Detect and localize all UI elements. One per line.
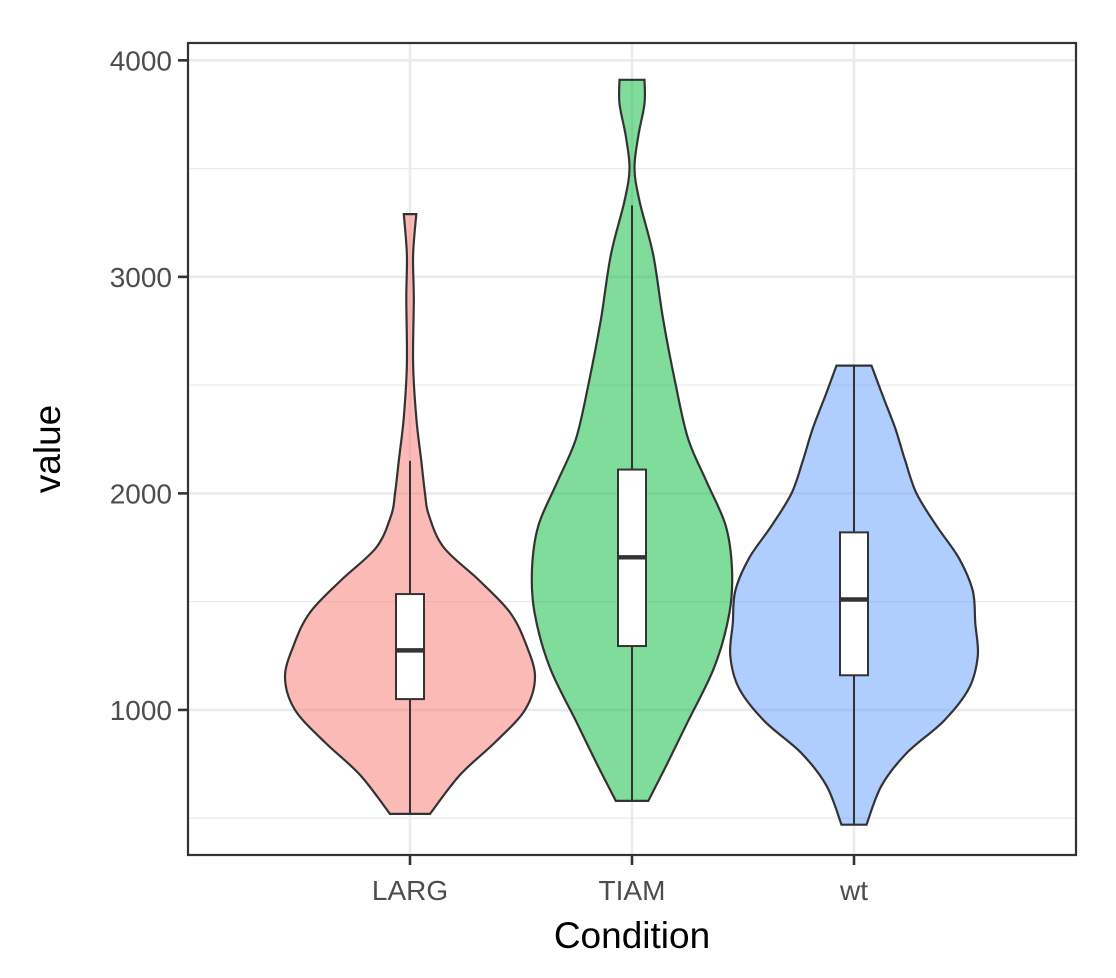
x-tick-label: TIAM bbox=[599, 875, 666, 906]
y-tick-label: 4000 bbox=[110, 45, 172, 76]
x-tick-label: LARG bbox=[372, 875, 448, 906]
violin-group-wt bbox=[728, 364, 980, 826]
violin-group-larg bbox=[283, 213, 537, 815]
y-tick-label: 2000 bbox=[110, 478, 172, 509]
y-tick-label: 3000 bbox=[110, 262, 172, 293]
y-tick-label: 1000 bbox=[110, 695, 172, 726]
violin-group-tiam bbox=[530, 78, 734, 802]
iqr-box bbox=[395, 593, 425, 701]
x-axis-title: Condition bbox=[554, 915, 710, 956]
violins bbox=[283, 78, 980, 826]
iqr-box bbox=[839, 531, 869, 677]
x-tick-label: wt bbox=[839, 875, 868, 906]
y-axis-title: value bbox=[27, 405, 68, 493]
axes: 1000 2000 3000 4000 LARG TIAM wt bbox=[110, 45, 869, 906]
